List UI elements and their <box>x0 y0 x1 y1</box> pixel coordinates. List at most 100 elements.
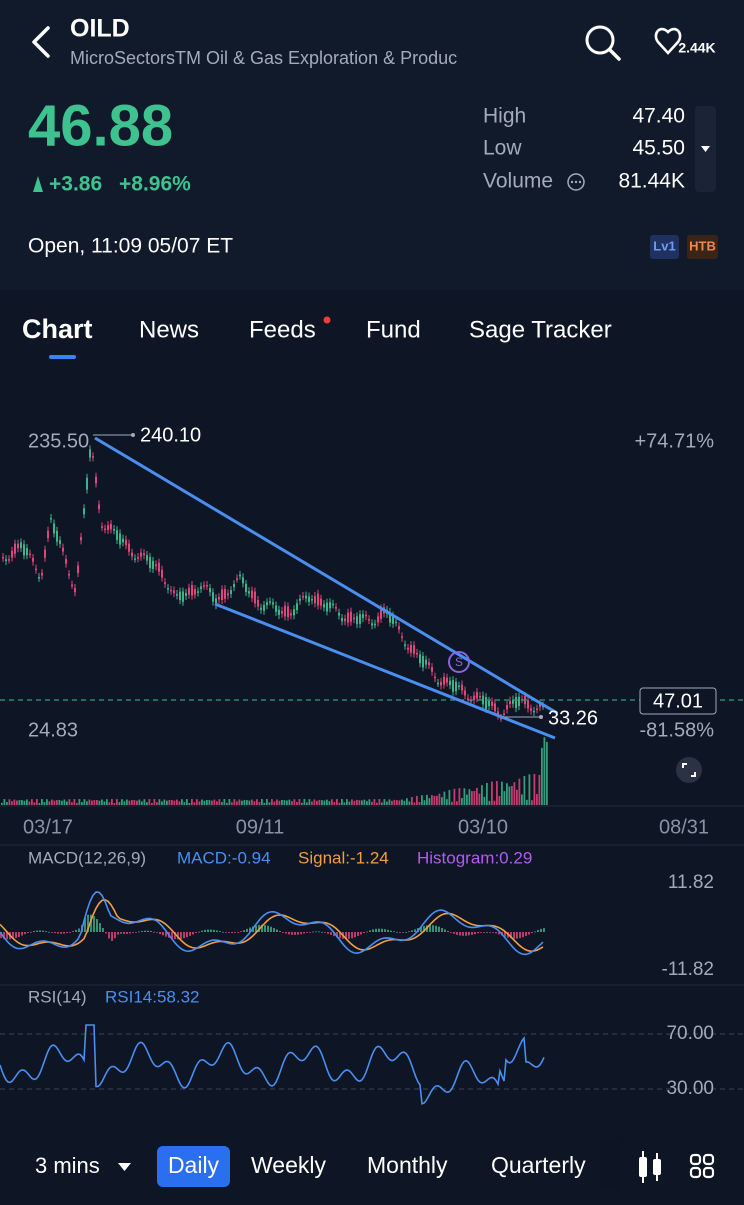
volume-bar <box>303 799 306 805</box>
volume-bar <box>493 800 496 805</box>
volume-bar <box>246 800 248 805</box>
macd-histogram-bar <box>513 932 515 939</box>
volume-bar <box>21 799 23 805</box>
candle-body <box>530 708 532 711</box>
macd-histogram-bar <box>63 932 65 934</box>
macd-histogram-bar <box>456 932 458 935</box>
tab-active[interactable]: Chart <box>22 314 93 344</box>
volume-bar <box>521 794 523 805</box>
macd-histogram-bar <box>234 932 236 933</box>
volume-bar <box>283 800 286 805</box>
volume-info-button[interactable] <box>567 173 585 191</box>
volume-bar <box>23 800 26 805</box>
macd-histogram-bar <box>219 931 221 932</box>
volume-bar <box>398 800 401 805</box>
volume-bar <box>343 802 346 805</box>
watch-button[interactable]: 2.44K <box>654 27 716 56</box>
candle-body <box>344 618 346 622</box>
macd-histogram-bar <box>489 932 491 933</box>
macd-max: 11.82 <box>668 872 714 893</box>
macd-histogram-bar <box>303 932 305 934</box>
candle-body <box>404 644 406 647</box>
volume-bar <box>516 789 518 805</box>
candle-body <box>242 577 244 584</box>
volume-bar <box>88 799 91 805</box>
macd-histogram-bar <box>108 932 110 939</box>
macd-histogram-bar <box>492 932 494 933</box>
signal-marker-letter: S <box>455 655 463 669</box>
macd-histogram-bar <box>537 930 539 932</box>
period-option[interactable]: Weekly <box>251 1152 326 1178</box>
tab[interactable]: Fund <box>366 316 421 343</box>
dropdown-arrow <box>701 146 710 152</box>
tab[interactable]: Feeds <box>249 316 316 343</box>
volume-bar <box>73 799 76 805</box>
volume-bar <box>418 802 421 805</box>
candle-body <box>263 604 265 611</box>
volume-bar <box>431 795 433 805</box>
macd-histogram-bar <box>69 932 71 933</box>
volume-bar <box>48 801 51 805</box>
volume-bar <box>273 801 276 805</box>
candle-body <box>371 623 373 626</box>
candle-body <box>269 601 271 603</box>
period-option-selected[interactable]: Daily <box>168 1152 220 1178</box>
macd-histogram-bar <box>99 923 101 932</box>
volume-bar <box>111 799 113 805</box>
macd-histogram-bar <box>75 929 77 932</box>
macd-histogram-bar <box>39 930 41 932</box>
volume-bar <box>58 799 61 805</box>
volume-bar <box>121 799 123 805</box>
signal-marker[interactable] <box>448 651 470 673</box>
tab[interactable]: Sage Tracker <box>469 316 612 343</box>
candle-body <box>146 555 148 561</box>
candle-body <box>473 695 475 701</box>
macd-histogram-bar <box>180 932 182 939</box>
period-selected-bg <box>157 1146 230 1187</box>
volume-bar <box>313 799 316 805</box>
macd-histogram-bar <box>255 925 257 932</box>
volume-bar <box>93 800 96 805</box>
interval-selector[interactable]: 3 mins <box>35 1153 131 1178</box>
candle-body <box>527 700 529 709</box>
volume-bar <box>18 800 21 805</box>
volume-bar <box>241 800 243 805</box>
macd-histogram-bar <box>228 932 230 933</box>
period-option[interactable]: Quarterly <box>491 1152 586 1178</box>
volume-bar <box>333 801 336 805</box>
candle-body <box>110 524 112 530</box>
volume-bar <box>68 799 71 805</box>
search-button[interactable] <box>585 25 621 61</box>
macd-histogram-bar <box>306 932 308 933</box>
macd-histogram-bar <box>90 914 92 932</box>
volume-bar <box>513 782 516 805</box>
volume-bar <box>378 799 381 805</box>
period-option[interactable]: Monthly <box>367 1152 448 1178</box>
volume-bar <box>116 799 118 805</box>
price-change-percent: +8.96% <box>119 173 191 196</box>
macd-histogram-bar <box>483 932 485 933</box>
search-icon <box>585 25 615 55</box>
fullscreen-button[interactable] <box>676 757 702 783</box>
volume-bar <box>346 799 348 805</box>
volume-bar <box>261 799 263 805</box>
volume-bar <box>301 802 303 805</box>
volume-bar <box>118 802 121 805</box>
info-icon <box>567 173 585 191</box>
candle-body <box>155 564 157 567</box>
chart-type-button[interactable] <box>639 1151 661 1183</box>
macd-histogram-bar <box>420 926 422 932</box>
more-button[interactable] <box>689 1153 715 1179</box>
back-button[interactable] <box>32 26 50 58</box>
candle-body <box>248 591 250 594</box>
expand-stats-button[interactable] <box>695 106 716 192</box>
tab[interactable]: News <box>139 316 199 343</box>
candle-body <box>443 676 445 685</box>
info-dot <box>574 180 578 184</box>
volume-bar <box>101 799 103 805</box>
volume-bar <box>253 801 256 805</box>
macd-histogram-bar <box>279 931 281 932</box>
volume-bar <box>13 799 16 805</box>
candle-body <box>29 553 31 556</box>
macd-histogram-bar <box>315 931 317 933</box>
